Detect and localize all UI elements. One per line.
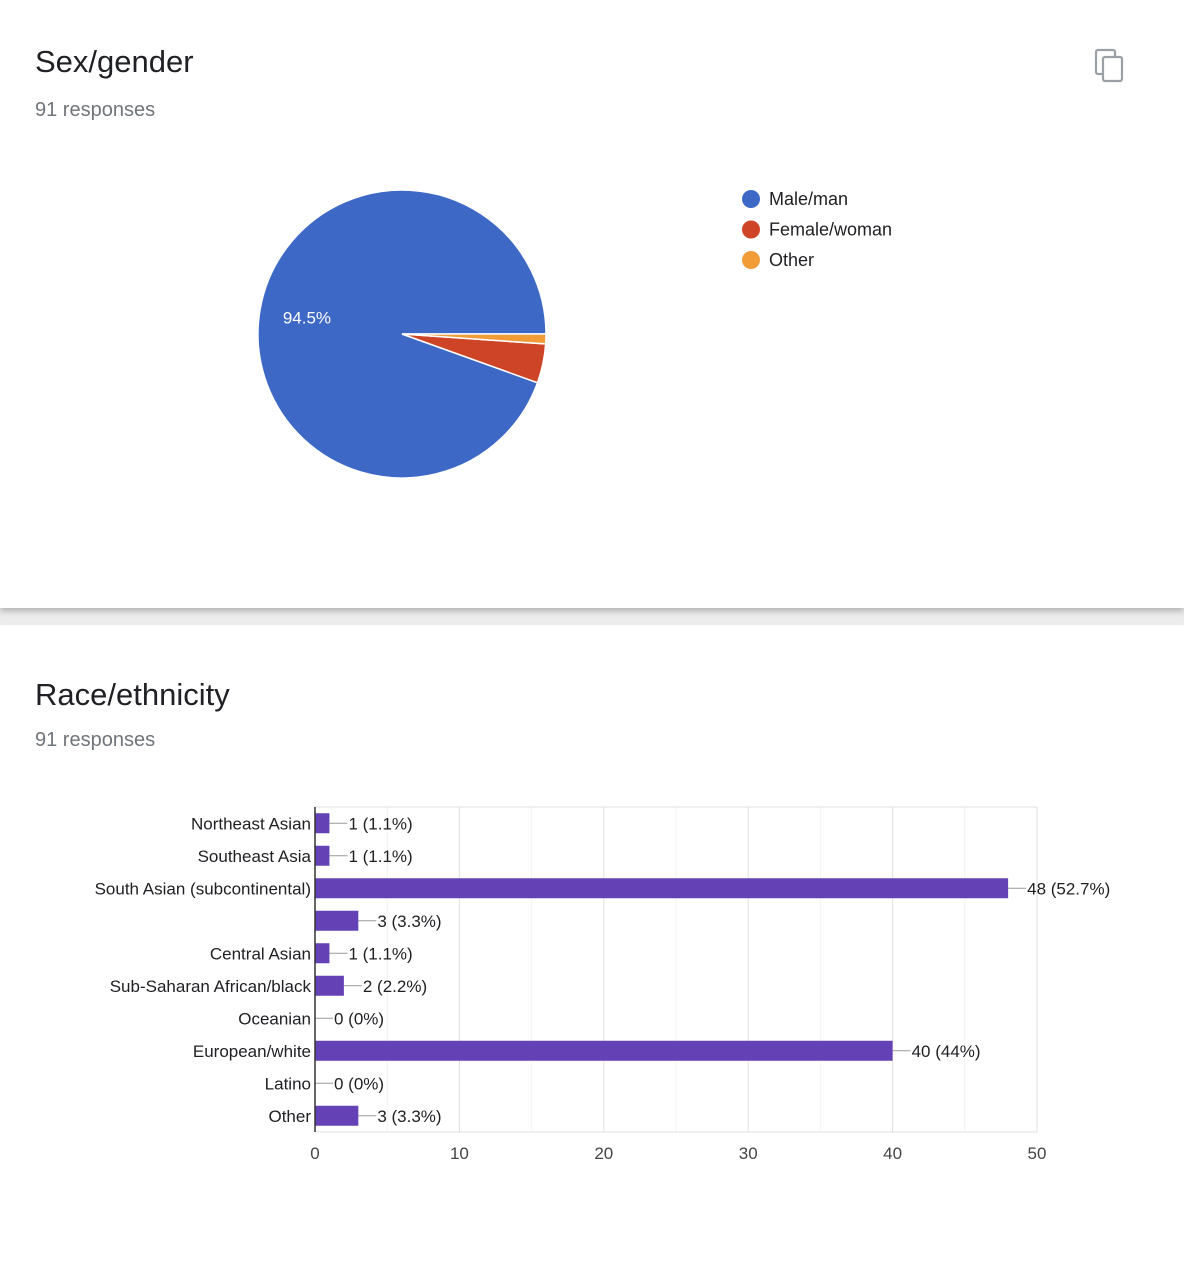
race-title: Race/ethnicity (35, 677, 230, 712)
pie-slice-other[interactable] (401, 333, 547, 345)
legend-marker-female-woman (742, 220, 760, 239)
bar-value-label: 1 (1.1%) (348, 847, 412, 866)
race-responses-count: 91 responses (35, 729, 156, 751)
x-tick-label: 50 (1028, 1144, 1047, 1163)
x-tick-label: 0 (310, 1144, 319, 1163)
x-tick-label: 30 (739, 1144, 758, 1163)
bar-value-label: 1 (1.1%) (348, 944, 412, 963)
bar-value-label: 3 (3.3%) (377, 912, 441, 931)
y-category-label: Southeast Asia (198, 847, 312, 866)
y-category-label: Other (268, 1107, 311, 1126)
legend-label-other[interactable]: Other (769, 250, 814, 270)
race-bar-chart: 0 10 20 30 40 50 1 (1.1%) Northeast Asian 1 (1.1… (95, 806, 1110, 1163)
bar-european-white[interactable] (315, 1040, 893, 1061)
bar-value-label: 1 (1.1%) (348, 814, 412, 833)
bar-value-label: 48 (52.7%) (1027, 879, 1110, 898)
y-category-label: Sub-Saharan African/black (110, 977, 312, 996)
legend-marker-male-man (742, 190, 760, 208)
race-card: Race/ethnicity 91 responses 0 10 20 30 40 50 1… (0, 625, 1184, 1266)
pie-slice-male-man[interactable] (257, 189, 547, 479)
bar-northeast-asian[interactable] (315, 813, 330, 834)
bar-sub-saharan-african-black[interactable] (315, 975, 344, 996)
legend-marker-other (742, 251, 760, 269)
bar-central-asian[interactable] (315, 943, 330, 964)
y-category-label: European/white (193, 1042, 311, 1061)
bar-value-label: 0 (0%) (334, 1074, 384, 1093)
bar-blank[interactable] (315, 910, 359, 931)
bar-value-label: 2 (2.2%) (363, 977, 427, 996)
legend-label-female-woman[interactable]: Female/woman (769, 220, 892, 240)
pie-percent-label: 94.5% (283, 308, 331, 327)
bar-value-label: 3 (3.3%) (377, 1107, 441, 1126)
x-tick-label: 20 (594, 1144, 613, 1163)
x-tick-label: 40 (883, 1144, 902, 1163)
gender-responses-count: 91 responses (35, 99, 156, 121)
copy-icon[interactable] (1094, 48, 1126, 84)
x-tick-label: 10 (450, 1144, 469, 1163)
legend-label-male-man[interactable]: Male/man (769, 189, 848, 209)
y-category-label: Central Asian (210, 944, 311, 963)
gender-pie-chart: 94.5% Male/man Female/woman Other (257, 189, 892, 479)
y-category-label: Northeast Asian (191, 814, 311, 833)
bar-south-asian-subcontinental[interactable] (315, 878, 1009, 899)
bar-southeast-asia[interactable] (315, 845, 330, 866)
bar-other[interactable] (315, 1105, 359, 1126)
bar-value-label: 40 (44%) (912, 1042, 981, 1061)
gender-title: Sex/gender (35, 44, 194, 79)
y-category-label: Latino (265, 1074, 311, 1093)
gender-card: Sex/gender 91 responses 94.5% Male/man Fem… (0, 0, 1184, 608)
y-category-label: South Asian (subcontinental) (95, 879, 311, 898)
bar-value-label: 0 (0%) (334, 1009, 384, 1028)
y-category-label: Oceanian (238, 1009, 311, 1028)
